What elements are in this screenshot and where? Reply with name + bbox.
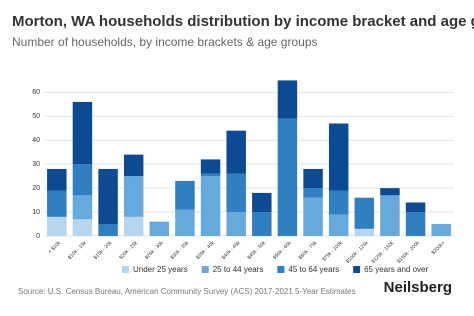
bar-segment	[431, 224, 451, 236]
y-tick-label: 20	[32, 185, 40, 192]
bar-segment	[175, 180, 195, 210]
x-tick-label: $35k - 40k	[195, 240, 216, 261]
x-tick-label: $10k - 15k	[67, 240, 88, 261]
x-tick-label: $15k - 20k	[93, 240, 114, 261]
x-tick-label: $200k+	[431, 240, 447, 256]
legend-label: 65 years and over	[364, 265, 428, 274]
bar-segment	[200, 176, 221, 236]
bar-segment	[98, 168, 118, 225]
bar-segment	[277, 118, 298, 236]
bar-segment	[72, 164, 93, 196]
bar-segment	[380, 195, 400, 236]
legend-label: 25 to 44 years	[213, 265, 264, 274]
legend-label: Under 25 years	[133, 265, 188, 274]
bar-segment	[380, 188, 400, 196]
legend-swatch	[201, 266, 209, 273]
bar-segment	[354, 228, 375, 236]
x-tick-label: $40k - 45k	[221, 240, 242, 261]
bar-segment	[226, 173, 246, 213]
bar-segment	[98, 224, 118, 236]
source: Source: U.S. Census Bureau, American Com…	[18, 287, 356, 296]
x-tick-label: $60k - 75k	[298, 240, 319, 261]
legend-swatch	[122, 266, 129, 273]
bar-segment	[123, 176, 144, 217]
bar-segment	[303, 188, 323, 198]
bar-segment	[277, 80, 298, 119]
chart-title: Morton, WA households distribution by in…	[12, 13, 474, 30]
x-tick-label: $50k - 60k	[272, 240, 293, 261]
y-tick-label: 40	[32, 137, 40, 144]
bar-segment	[328, 123, 349, 191]
bar-segment	[72, 195, 93, 220]
x-tick-label: $75k - 100k	[321, 240, 344, 263]
x-tick-label: $30k - 35k	[170, 240, 191, 261]
bar-segment	[405, 212, 426, 236]
bar-segment	[354, 197, 375, 229]
bar-segment	[252, 212, 272, 236]
bar-segment	[72, 219, 93, 236]
bar-segment	[72, 101, 93, 165]
x-tick-label: $100k - 125k	[345, 240, 370, 265]
bar-segment	[200, 159, 221, 174]
y-tick-label: 50	[32, 113, 40, 120]
bar-segment	[252, 192, 272, 213]
x-tick-label: $25k - 30k	[144, 240, 165, 261]
y-tick-label: 10	[32, 209, 40, 216]
y-tick-label: 30	[32, 161, 40, 168]
x-tick-label: $125k - 150k	[371, 240, 396, 265]
bar-segment	[328, 190, 349, 215]
bar-segment	[303, 197, 323, 236]
bar-segment	[226, 212, 246, 236]
chart-subtitle: Number of households, by income brackets…	[12, 35, 318, 49]
bar-segment	[123, 154, 144, 177]
bar-segment	[47, 216, 67, 236]
y-tick-label: 60	[32, 89, 40, 96]
bar-segment	[405, 202, 426, 213]
bar-segment	[123, 216, 144, 236]
bar-segment	[200, 173, 221, 177]
x-tick-label: $150k - 200k	[396, 240, 421, 265]
legend-swatch	[353, 266, 361, 273]
brand: Neilsberg	[384, 279, 452, 296]
bar-segment	[303, 168, 323, 189]
x-tick-label: $45k - 50k	[246, 240, 267, 261]
bar-segment	[149, 221, 170, 236]
x-tick-label: $20k - 25k	[118, 240, 139, 261]
y-tick-label: 0	[36, 233, 40, 240]
x-tick-label: < $10k	[47, 240, 62, 255]
bar-segment	[328, 214, 349, 236]
bar-segment	[47, 168, 67, 191]
bar-segment	[47, 190, 67, 217]
bar-segment	[175, 209, 195, 236]
bar-segment	[226, 130, 246, 174]
legend-swatch	[277, 266, 285, 273]
legend-label: 45 to 64 years	[288, 265, 339, 274]
